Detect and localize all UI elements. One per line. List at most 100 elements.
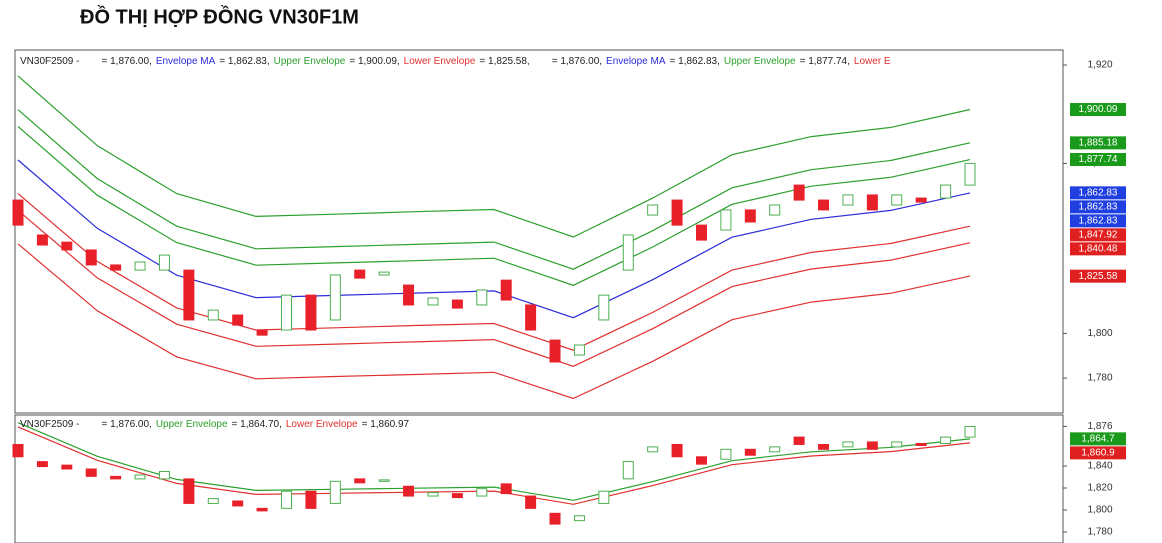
candle [281,490,293,509]
price-tag [1070,136,1126,150]
upper-panel-frame [14,49,1064,414]
candle [281,294,293,331]
candle [720,448,732,460]
legend: VN30F2509 - = 1,876.00, Envelope MA = 1,862… [20,56,891,67]
candle [476,488,488,497]
candle [158,471,170,480]
legend-item: = 1,825.58, [479,56,529,67]
candle [964,162,976,186]
candle [378,479,390,482]
envelope-line [17,209,971,367]
legend-item: = 1,900.09, [349,56,399,67]
y-tick-label: 1,876 [1087,421,1112,432]
candle [769,204,781,216]
candle [256,507,268,512]
candle [110,475,122,480]
candle [36,461,48,468]
candle [354,269,366,279]
legend-item: Lower Envelope [404,56,476,67]
envelope-line [17,422,971,501]
price-tag [1070,200,1126,214]
candle [329,480,341,504]
candle [61,241,73,251]
envelope-line [17,426,971,505]
legend-item: Upper Envelope [724,56,796,67]
candle [598,294,610,321]
candle [158,254,170,271]
candle [305,294,317,331]
candle [647,204,659,216]
price-tag [1070,446,1126,460]
candle [110,264,122,271]
candle [573,344,585,356]
price-tag-label: 1,885.18 [1079,138,1118,149]
candle [525,495,537,509]
legend-item: = 1,860.97 [362,419,410,430]
price-tag [1070,103,1126,117]
candle [378,271,390,276]
legend-item: Envelope MA [156,56,216,67]
candle [427,297,439,306]
y-tick-label: 1,800 [1087,505,1112,516]
legend: VN30F2509 - = 1,876.00, Upper Envelope = 1,… [20,419,410,430]
legend-item: Lower E [854,56,891,67]
candle [866,194,878,211]
candle [695,224,707,241]
envelope-line [17,126,971,286]
candle [769,446,781,453]
candle [256,329,268,336]
price-tag-label: 1,877.74 [1079,154,1118,165]
candle [793,184,805,201]
candle [85,249,97,266]
legend-item: VN30F2509 - [20,56,79,67]
candle [671,199,683,226]
y-tick-label: 1,800 [1087,328,1112,339]
legend-item: = 1,877.74, [800,56,850,67]
candle [403,284,415,306]
candle [622,461,634,480]
candle [427,492,439,497]
candle [451,299,463,309]
candle [549,512,561,525]
price-tag-label: 1,862.83 [1079,187,1118,198]
price-tag [1070,269,1126,283]
candle [818,199,830,211]
legend-item: = 1,864.70, [232,419,282,430]
legend-item: = 1,862.83, [670,56,720,67]
candle [671,443,683,458]
candle [12,199,24,226]
legend-item: = 1,876.00, [101,419,151,430]
envelope-line [17,75,971,238]
envelope-line [17,193,971,351]
candle [744,209,756,223]
candle [183,269,195,321]
price-tag-label: 1,860.9 [1081,448,1115,459]
envelope-line [17,243,971,400]
candle [134,261,146,271]
price-tag-label: 1,847.92 [1079,229,1118,240]
candle [476,289,488,306]
candle [232,314,244,326]
candle [85,468,97,477]
price-tag [1070,214,1126,228]
candle [61,464,73,470]
y-tick-label: 1,820 [1087,483,1112,494]
candle [36,234,48,246]
lower-panel-frame [14,414,1064,543]
candle [940,184,952,199]
candle [305,490,317,509]
candle [891,441,903,448]
candle [500,279,512,301]
candle [525,304,537,331]
legend-item: VN30F2509 - [20,419,79,430]
y-tick-label: 1,920 [1087,60,1112,71]
candle [842,194,854,206]
y-tick-label: 1,780 [1087,527,1112,538]
candle [866,441,878,450]
legend-item: Upper Envelope [274,56,346,67]
chart-title: ĐỒ THỊ HỢP ĐỒNG VN30F1M [80,4,359,28]
price-tag-label: 1,862.83 [1079,215,1118,226]
candle [549,339,561,363]
